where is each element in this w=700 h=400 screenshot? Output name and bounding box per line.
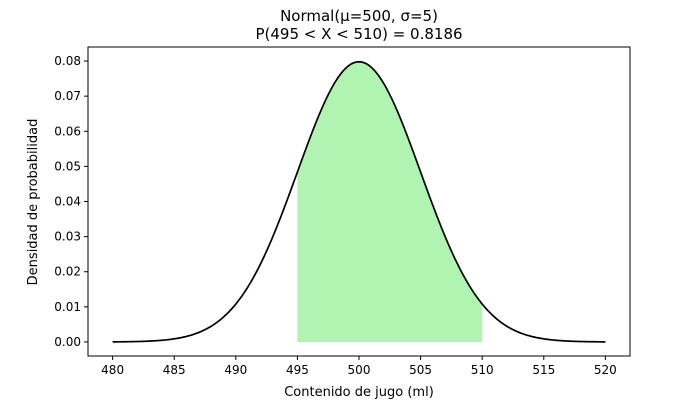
x-axis-ticks: 480 485 490 495 500 505 510 515 520	[101, 356, 617, 377]
y-tick-label: 0.05	[54, 159, 81, 173]
density-curve	[112, 60, 606, 343]
y-tick-label: 0.08	[54, 54, 81, 68]
x-tick-label: 520	[594, 363, 617, 377]
x-tick-label: 485	[163, 363, 186, 377]
x-axis-label: Contenido de jugo (ml)	[284, 385, 434, 400]
x-tick-label: 505	[409, 363, 432, 377]
x-tick-label: 495	[286, 363, 309, 377]
x-tick-label: 515	[532, 363, 555, 377]
chart-title-line1: Normal(μ=500, σ=5)	[280, 7, 438, 25]
y-axis-label: Densidad de probabilidad	[26, 119, 41, 286]
x-tick-label: 490	[224, 363, 247, 377]
y-tick-label: 0.03	[54, 230, 81, 244]
x-tick-label: 510	[471, 363, 494, 377]
y-tick-label: 0.00	[54, 335, 81, 349]
shaded-probability-area	[297, 61, 483, 342]
y-tick-label: 0.07	[54, 89, 81, 103]
y-tick-label: 0.06	[54, 124, 81, 138]
x-tick-label: 500	[348, 363, 371, 377]
y-axis-ticks: 0.00 0.01 0.02 0.03 0.04 0.05 0.06 0.07 0.08	[54, 54, 88, 349]
y-tick-label: 0.01	[54, 300, 81, 314]
y-tick-label: 0.02	[54, 265, 81, 279]
x-tick-label: 480	[101, 363, 124, 377]
y-tick-label: 0.04	[54, 195, 81, 209]
chart-title-line2: P(495 < X < 510) = 0.8186	[255, 25, 462, 43]
